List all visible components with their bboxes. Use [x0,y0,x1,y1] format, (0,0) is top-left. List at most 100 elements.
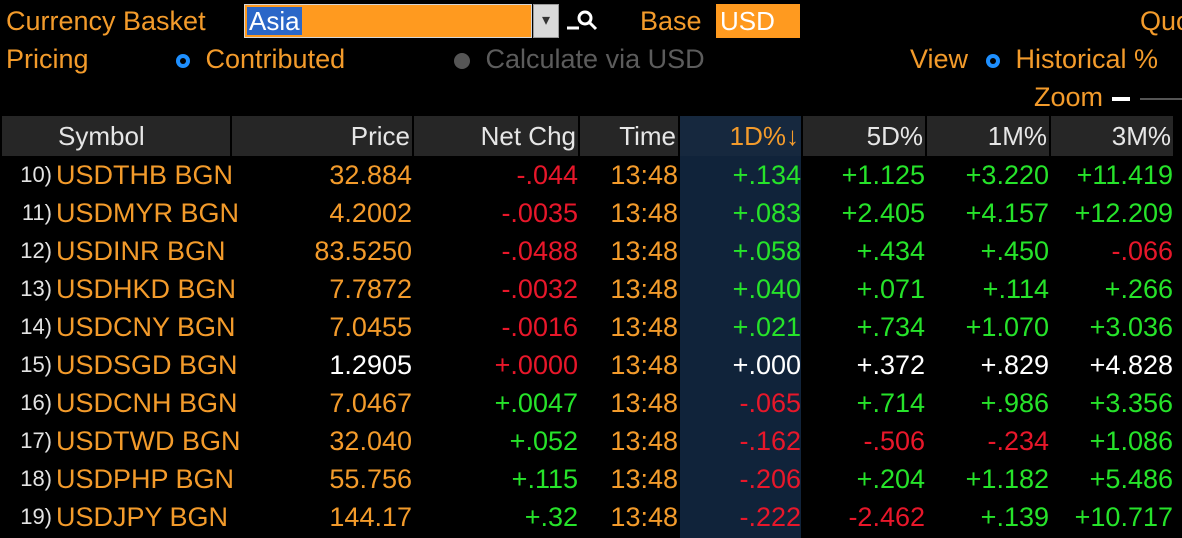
col-header-net-chg[interactable]: Net Chg [414,116,578,156]
cell-m1: +1.182 [965,464,1049,494]
cell-chg: +.32 [524,502,578,532]
table-row[interactable]: 14) USDCNY BGN 7.0455 -.0016 13:48 +.021 +.734… [0,308,1182,346]
cell-symbol[interactable]: USDHKD BGN [56,274,237,304]
table-row[interactable]: 18) USDPHP BGN 55.756 +.115 13:48 -.206 +.204 +… [0,460,1182,498]
cell-d5: +.734 [856,312,925,342]
cell-symbol[interactable]: USDPHP BGN [56,464,235,494]
cell-m3: +4.828 [1089,350,1173,380]
cell-m1: +3.220 [965,160,1049,190]
cell-chg: -.0032 [501,274,578,304]
pricing-label: Pricing [6,44,89,74]
cell-price: 55.756 [329,464,412,494]
cell-idx: 19) [20,504,52,529]
cell-m3: +3.036 [1089,312,1173,342]
col-header-3m[interactable]: 3M% [1051,116,1173,156]
cell-chg: -.0035 [501,198,578,228]
cell-time: 13:48 [610,502,678,532]
cell-idx: 15) [20,352,52,377]
col-header-5d-label: 5D% [866,121,923,151]
currency-basket-value[interactable]: Asia [247,6,302,36]
cell-symbol[interactable]: USDTWD BGN [56,426,241,456]
currency-basket-field[interactable]: Asia [244,4,532,38]
cell-symbol[interactable]: USDCNH BGN [56,388,238,418]
pricing-contributed-radio[interactable]: Contributed [176,42,345,76]
view-historical-label: Historical % [1015,44,1159,74]
col-header-1d[interactable]: 1D%↓ [680,116,801,156]
cell-price: 32.884 [329,160,412,190]
col-header-time[interactable]: Time [580,116,678,156]
search-icon[interactable] [565,8,599,38]
cell-chg: +.052 [509,426,578,456]
cell-d1: +.083 [732,198,801,228]
pricing-calculate-label: Calculate via USD [485,44,705,74]
col-header-symbol-label: Symbol [58,121,145,151]
col-header-1m-label: 1M% [987,121,1047,151]
cell-d5: +.372 [856,350,925,380]
cell-d5: +2.405 [841,198,925,228]
table-row[interactable]: 12) USDINR BGN 83.5250 -.0488 13:48 +.058 +.43… [0,232,1182,270]
cell-d1: -.065 [739,388,801,418]
table-row[interactable]: 10) USDTHB BGN 32.884 -.044 13:48 +.134 +1.125… [0,156,1182,194]
cell-price: 83.5250 [314,236,412,266]
cell-idx: 10) [20,162,52,187]
cell-idx: 12) [20,238,52,263]
col-header-symbol[interactable]: Symbol [2,116,230,156]
cell-price: 1.2905 [329,350,412,380]
cell-price: 7.0455 [329,312,412,342]
cell-symbol[interactable]: USDINR BGN [56,236,226,266]
cell-time: 13:48 [610,350,678,380]
cell-symbol[interactable]: USDCNY BGN [56,312,236,342]
cell-chg: +.0047 [494,388,578,418]
cell-idx: 13) [20,276,52,301]
cell-symbol[interactable]: USDJPY BGN [56,502,229,532]
col-header-price-label: Price [350,121,410,151]
cell-price: 4.2002 [329,198,412,228]
pricing-calculate-radio[interactable]: Calculate via USD [454,42,705,76]
zoom-slider[interactable] [1140,98,1182,100]
cell-m1: +.450 [980,236,1049,266]
cell-symbol[interactable]: USDSGD BGN [56,350,238,380]
table-row[interactable]: 19) USDJPY BGN 144.17 +.32 13:48 -.222 -2.462 +… [0,498,1182,536]
col-header-1m[interactable]: 1M% [927,116,1049,156]
col-header-price[interactable]: Price [232,116,412,156]
cell-d5: -.506 [863,426,925,456]
cell-symbol[interactable]: USDTHB BGN [56,160,234,190]
cell-d1: +.000 [732,350,801,380]
cell-price: 32.040 [329,426,412,456]
cell-d1: +.040 [732,274,801,304]
zoom-label: Zoom [1034,82,1104,112]
cell-m1: +.986 [980,388,1049,418]
cell-m3: +12.209 [1074,198,1173,228]
cell-time: 13:48 [610,388,678,418]
col-header-5d[interactable]: 5D% [803,116,925,156]
cell-m3: +1.086 [1089,426,1173,456]
pricing-contributed-label: Contributed [205,44,346,74]
view-historical-radio[interactable]: Historical % [986,42,1158,76]
cell-symbol[interactable]: USDMYR BGN [56,198,240,228]
col-header-1d-label: 1D%↓ [729,121,799,151]
cell-d5: +.434 [856,236,925,266]
cell-time: 13:48 [610,198,678,228]
cell-d1: +.134 [732,160,801,190]
radio-selected-icon [986,53,1000,68]
cell-m1: +.139 [980,502,1049,532]
cell-d1: +.021 [732,312,801,342]
cell-d5: +1.125 [841,160,925,190]
table-row[interactable]: 15) USDSGD BGN 1.2905 +.0000 13:48 +.000 +.372… [0,346,1182,384]
table-row[interactable]: 13) USDHKD BGN 7.7872 -.0032 13:48 +.040 +.071… [0,270,1182,308]
table-row[interactable]: 17) USDTWD BGN 32.040 +.052 13:48 -.162 -.506 -… [0,422,1182,460]
zoom-out-button[interactable] [1112,97,1130,101]
table-row[interactable]: 11) USDMYR BGN 4.2002 -.0035 13:48 +.083 +2.40… [0,194,1182,232]
chevron-down-icon[interactable]: ▾ [533,4,559,38]
base-currency-field[interactable]: USD [716,4,800,38]
cell-idx: 18) [20,466,52,491]
cell-m3: +5.486 [1089,464,1173,494]
quote-label: Quo [1140,6,1182,36]
cell-chg: +.0000 [494,350,578,380]
base-label: Base [640,6,702,36]
cell-idx: 16) [20,390,52,415]
cell-chg: +.115 [511,464,578,494]
table-row[interactable]: 16) USDCNH BGN 7.0467 +.0047 13:48 -.065 +.714… [0,384,1182,422]
cell-d5: +.714 [856,388,925,418]
cell-d5: -2.462 [848,502,925,532]
